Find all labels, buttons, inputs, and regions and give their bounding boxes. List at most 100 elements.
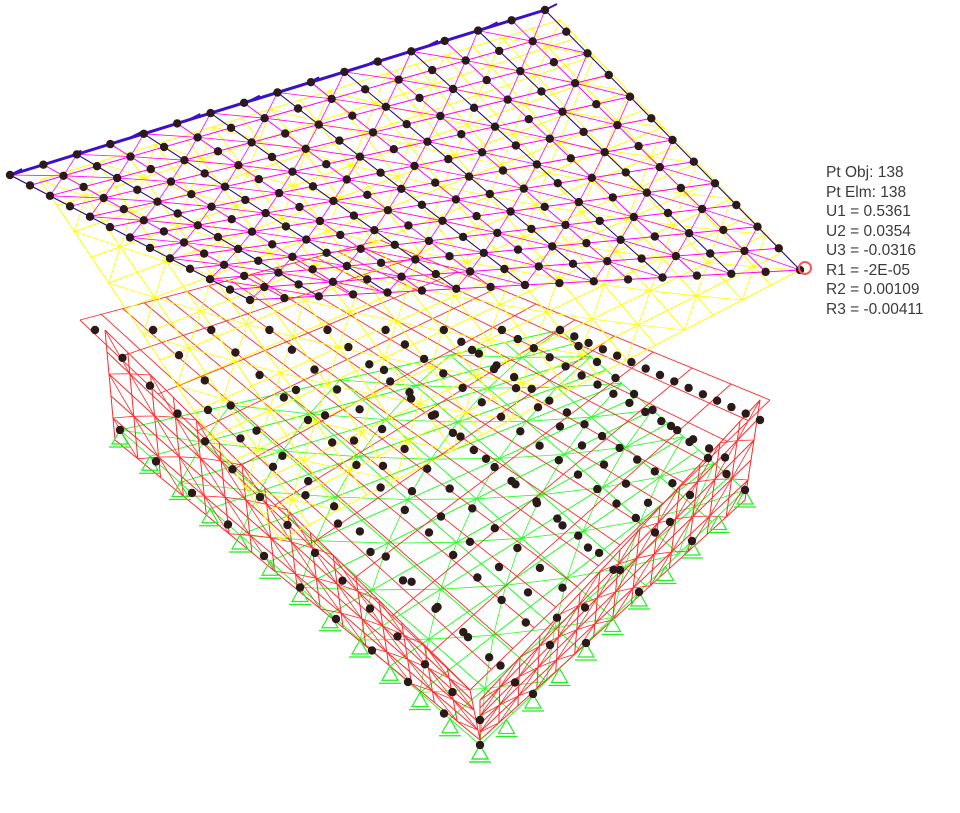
joint-marker[interactable] xyxy=(348,112,356,120)
joint-marker[interactable] xyxy=(590,277,598,285)
joint-marker[interactable] xyxy=(507,16,515,24)
joint-marker[interactable] xyxy=(596,217,604,225)
joint-marker[interactable] xyxy=(592,100,600,108)
joint-marker[interactable] xyxy=(316,217,324,225)
joint-marker[interactable] xyxy=(146,244,154,252)
joint-marker[interactable] xyxy=(391,241,399,249)
joint-marker[interactable] xyxy=(273,88,281,96)
joint-marker[interactable] xyxy=(91,326,99,334)
joint-marker[interactable] xyxy=(167,177,175,185)
joint-marker[interactable] xyxy=(404,221,412,229)
joint-marker[interactable] xyxy=(473,573,481,581)
joint-marker[interactable] xyxy=(207,203,215,211)
joint-marker[interactable] xyxy=(704,454,712,462)
joint-marker[interactable] xyxy=(334,519,342,527)
joint-marker[interactable] xyxy=(254,257,262,265)
joint-marker[interactable] xyxy=(423,465,431,473)
joint-marker[interactable] xyxy=(350,211,358,219)
joint-marker[interactable] xyxy=(281,129,289,137)
joint-marker[interactable] xyxy=(561,221,569,229)
joint-marker[interactable] xyxy=(302,235,310,243)
joint-marker[interactable] xyxy=(268,153,276,161)
joint-marker[interactable] xyxy=(609,566,617,574)
joint-marker[interactable] xyxy=(329,197,337,205)
joint-marker[interactable] xyxy=(241,196,249,204)
joint-marker[interactable] xyxy=(599,345,607,353)
joint-marker[interactable] xyxy=(152,457,160,465)
joint-marker[interactable] xyxy=(553,614,561,622)
joint-marker[interactable] xyxy=(421,660,429,668)
joint-marker[interactable] xyxy=(630,213,638,221)
joint-marker[interactable] xyxy=(458,384,466,392)
joint-marker[interactable] xyxy=(440,326,448,334)
joint-marker[interactable] xyxy=(742,409,750,417)
joint-marker[interactable] xyxy=(283,521,291,529)
joint-marker[interactable] xyxy=(383,288,391,296)
joint-marker[interactable] xyxy=(548,242,556,250)
joint-marker[interactable] xyxy=(721,453,729,461)
joint-marker[interactable] xyxy=(296,583,304,591)
joint-marker[interactable] xyxy=(688,537,696,545)
joint-marker[interactable] xyxy=(593,485,601,493)
joint-marker[interactable] xyxy=(468,346,476,354)
joint-marker[interactable] xyxy=(622,480,630,488)
joint-marker[interactable] xyxy=(420,355,428,363)
joint-marker[interactable] xyxy=(280,393,288,401)
joint-marker[interactable] xyxy=(260,283,268,291)
joint-marker[interactable] xyxy=(514,245,522,253)
joint-marker[interactable] xyxy=(226,285,234,293)
joint-marker[interactable] xyxy=(418,201,426,209)
joint-marker[interactable] xyxy=(685,229,693,237)
joint-marker[interactable] xyxy=(357,245,365,253)
joint-marker[interactable] xyxy=(166,254,174,262)
joint-marker[interactable] xyxy=(173,409,181,417)
joint-marker[interactable] xyxy=(512,141,520,149)
joint-marker[interactable] xyxy=(275,189,283,197)
joint-marker[interactable] xyxy=(432,270,440,278)
joint-marker[interactable] xyxy=(381,326,389,334)
joint-marker[interactable] xyxy=(516,67,524,75)
joint-marker[interactable] xyxy=(204,406,212,414)
joint-marker[interactable] xyxy=(613,352,621,360)
joint-marker[interactable] xyxy=(598,432,606,440)
joint-marker[interactable] xyxy=(405,388,413,396)
joint-marker[interactable] xyxy=(524,588,532,596)
joint-marker[interactable] xyxy=(478,148,486,156)
joint-marker[interactable] xyxy=(476,741,484,749)
joint-marker[interactable] xyxy=(93,162,101,170)
joint-marker[interactable] xyxy=(113,174,121,182)
joint-marker[interactable] xyxy=(546,135,554,143)
joint-marker[interactable] xyxy=(175,351,183,359)
joint-marker[interactable] xyxy=(711,179,719,187)
joint-marker[interactable] xyxy=(207,326,215,334)
joint-marker[interactable] xyxy=(265,326,273,334)
joint-marker[interactable] xyxy=(118,354,126,362)
joint-marker[interactable] xyxy=(252,427,260,435)
joint-marker[interactable] xyxy=(615,444,623,452)
joint-marker[interactable] xyxy=(227,401,235,409)
joint-marker[interactable] xyxy=(605,71,613,79)
joint-marker[interactable] xyxy=(327,95,335,103)
joint-marker[interactable] xyxy=(457,338,465,346)
joint-marker[interactable] xyxy=(761,268,769,276)
joint-marker[interactable] xyxy=(355,405,363,413)
joint-marker[interactable] xyxy=(6,171,14,179)
joint-marker[interactable] xyxy=(240,99,248,107)
joint-marker[interactable] xyxy=(555,456,563,464)
joint-marker[interactable] xyxy=(634,142,642,150)
joint-marker[interactable] xyxy=(656,371,664,379)
joint-marker[interactable] xyxy=(436,112,444,120)
joint-marker[interactable] xyxy=(180,238,188,246)
joint-marker[interactable] xyxy=(350,436,358,444)
joint-marker[interactable] xyxy=(304,416,312,424)
joint-marker[interactable] xyxy=(541,6,549,14)
joint-marker[interactable] xyxy=(510,373,518,381)
joint-marker[interactable] xyxy=(448,688,456,696)
joint-marker[interactable] xyxy=(343,175,351,183)
joint-marker[interactable] xyxy=(288,346,296,354)
joint-marker[interactable] xyxy=(304,477,312,485)
joint-marker[interactable] xyxy=(393,632,401,640)
joint-marker[interactable] xyxy=(369,128,377,136)
joint-marker[interactable] xyxy=(504,95,512,103)
joint-marker[interactable] xyxy=(322,160,330,168)
